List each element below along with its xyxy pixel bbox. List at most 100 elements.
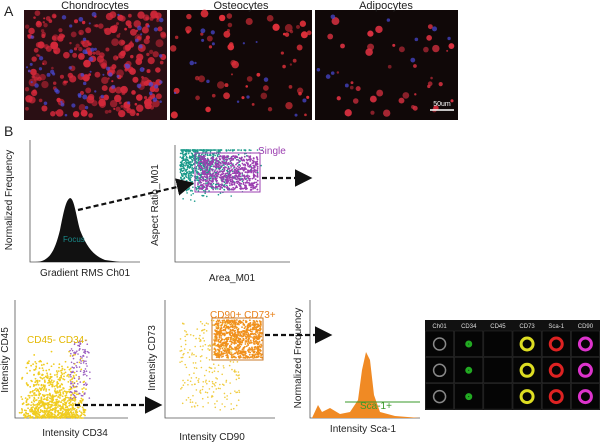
dot (30, 406, 33, 409)
dot (185, 149, 188, 151)
dot (214, 406, 217, 409)
dot (239, 338, 242, 341)
dot (231, 159, 233, 161)
dot (202, 164, 204, 167)
dot (203, 166, 206, 169)
dot (187, 351, 189, 354)
dot (246, 162, 249, 165)
dot (226, 395, 228, 397)
dot (191, 161, 194, 163)
dot (215, 157, 218, 159)
dot (246, 181, 249, 184)
dot (256, 149, 259, 151)
dot (50, 416, 53, 419)
dot (24, 397, 27, 400)
dot (191, 401, 194, 403)
dot (203, 324, 206, 327)
dot (251, 346, 253, 349)
dot (180, 164, 183, 166)
dot (34, 414, 37, 417)
dot (40, 364, 43, 366)
dot (212, 149, 215, 151)
dot (62, 392, 65, 395)
dot (221, 323, 223, 326)
dot (70, 352, 72, 355)
dot (242, 356, 245, 359)
dot (220, 186, 223, 189)
dot (238, 377, 240, 379)
dot (225, 150, 228, 152)
dot (223, 341, 226, 344)
cell (146, 69, 150, 73)
dot (235, 370, 237, 373)
dot (69, 410, 72, 413)
dot (79, 355, 82, 358)
dot (50, 379, 53, 382)
nucleus (102, 73, 105, 76)
dot (199, 345, 202, 348)
dot (213, 343, 215, 346)
nucleus (148, 91, 153, 96)
dot (181, 159, 184, 162)
cell (81, 20, 86, 25)
dot (42, 414, 45, 417)
dot (248, 348, 251, 351)
dot (29, 369, 31, 372)
dot (199, 320, 202, 323)
dot (28, 360, 30, 363)
dot (236, 165, 239, 168)
cell (331, 17, 340, 26)
dot (47, 382, 49, 384)
dot (236, 178, 238, 181)
dot (259, 325, 262, 328)
dot (210, 157, 213, 160)
dot (214, 352, 217, 355)
dot (79, 340, 81, 343)
dot (218, 350, 221, 353)
cell (33, 16, 36, 19)
dot (223, 168, 226, 171)
dot (183, 323, 185, 325)
cell (230, 73, 233, 76)
dot (185, 155, 188, 158)
dot (69, 349, 71, 352)
dot (185, 175, 187, 178)
dot (208, 179, 211, 182)
dot (186, 156, 188, 159)
nucleus (330, 14, 336, 20)
dot (197, 175, 199, 178)
dot (212, 165, 215, 168)
dot (51, 395, 54, 398)
dot (217, 322, 220, 325)
nucleus (30, 81, 33, 84)
dot (85, 374, 88, 377)
cell (465, 393, 473, 401)
dot (180, 149, 183, 151)
cell (69, 41, 72, 45)
dot (58, 376, 61, 379)
dot (61, 399, 64, 402)
dot (80, 340, 82, 342)
dot (219, 188, 221, 190)
dot (237, 161, 239, 164)
nucleus (194, 61, 197, 65)
dot (228, 163, 231, 166)
cell (80, 40, 85, 45)
dot (188, 163, 191, 166)
cell (115, 106, 121, 112)
image-title: Chondrocytes (61, 0, 129, 12)
dot (50, 405, 53, 408)
dot (73, 343, 76, 346)
dot (53, 380, 55, 383)
dot (45, 416, 48, 419)
dot (61, 395, 64, 398)
cell (414, 93, 417, 96)
dot (257, 343, 260, 345)
dot (224, 352, 226, 355)
nucleus (246, 95, 250, 99)
dot (208, 160, 211, 163)
dot (212, 156, 215, 159)
dot (195, 367, 198, 369)
dot (196, 404, 199, 407)
cell (78, 29, 84, 36)
